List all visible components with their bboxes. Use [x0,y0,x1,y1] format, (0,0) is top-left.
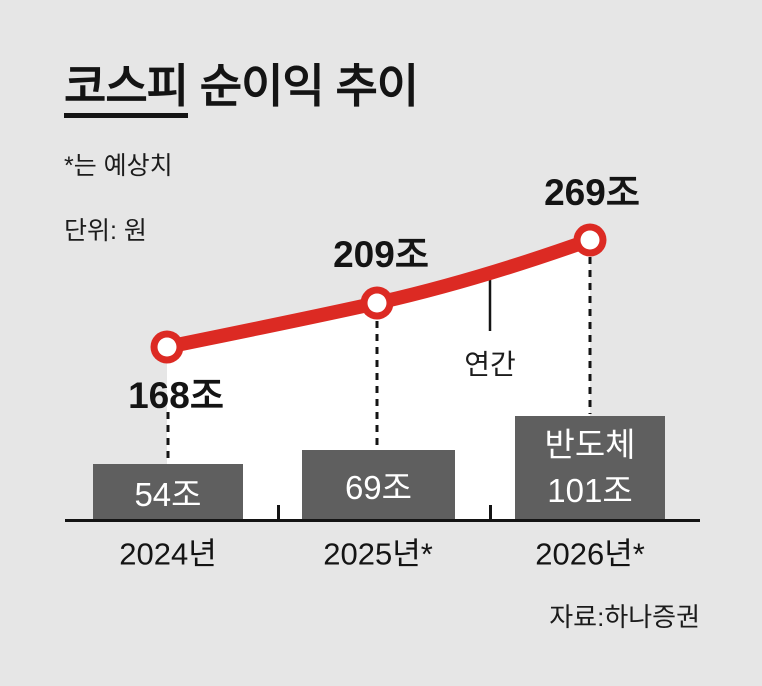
marker-2026 [573,223,607,257]
x-label-2026: 2026년* [535,536,645,572]
x-axis-line [65,519,700,522]
bar-2025-value-label: 69조 [344,469,413,506]
chart-title-underlined-word: 코스피 [64,60,189,118]
point-label-2024: 168조 [128,375,224,416]
chart-title: 코스피 순이익 추이 [64,50,419,118]
bar-2024-value-label: 54조 [134,476,202,513]
chart-title-rest: 순이익 추이 [187,60,419,112]
estimate-note: *는 예상치 [64,152,173,180]
marker-2024 [150,330,184,364]
bar-2025: 69조 [302,450,455,520]
bar-2026: 반도체 101조 [515,416,665,520]
x-label-2024: 2024년 [119,536,217,572]
x-label-2025: 2025년* [323,536,433,572]
x-axis-tick-2 [489,505,492,519]
bar-2026-value-label: 101조 [547,472,633,509]
point-label-2026: 269조 [544,172,640,213]
x-axis-tick-1 [277,505,280,519]
marker-2025 [360,286,394,320]
point-label-2025: 209조 [333,234,429,275]
annual-callout-label: 연간 [464,349,516,380]
source-credit: 자료:하나증권 [549,602,700,632]
bar-2026-series-label: 반도체 [544,426,636,463]
unit-label: 단위: 원 [64,217,147,245]
bar-2024: 54조 [93,464,243,520]
